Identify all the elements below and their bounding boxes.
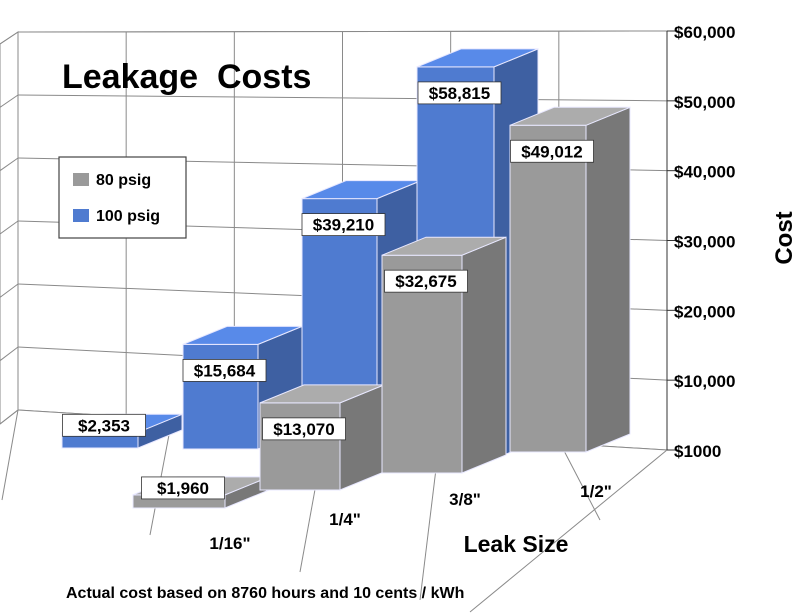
data-label-box [141, 476, 225, 500]
data-label: $49,012 [521, 142, 582, 161]
legend-swatch-80-psig [73, 173, 89, 186]
data-label-box [62, 413, 146, 437]
y-axis-label: Cost [771, 211, 798, 264]
data-label-box [301, 213, 386, 237]
data-label-box [510, 139, 594, 163]
data-label: $58,815 [429, 84, 490, 103]
bar-80psig-front [259, 402, 341, 491]
gridline-side [0, 283, 19, 298]
bar-80psig-top [509, 106, 631, 126]
legend: 80 psig 100 psig [58, 156, 187, 239]
x-tick-label: 1/2" [580, 482, 612, 501]
data-label: $15,684 [194, 361, 256, 380]
gridline-side [0, 31, 19, 45]
bar-80psig-side [461, 236, 507, 474]
y-tick-label: $1000 [674, 442, 721, 461]
chart-title: Leakage Costs [62, 58, 311, 96]
legend-box [58, 156, 187, 239]
chart-subtitle: Actual cost based on 8760 hours and 10 c… [66, 585, 464, 602]
y-axis-ticks: $1000 $10,000 $20,000 $30,000 $40,000 $50,000… [666, 23, 735, 461]
floor [0, 410, 667, 612]
gridline-floor [1, 409, 19, 501]
data-label-box [262, 417, 346, 441]
bar-80psig-front [509, 124, 587, 453]
y-tick-label: $50,000 [674, 93, 735, 112]
legend-label-100-psig: 100 psig [96, 208, 160, 225]
bar-100psig-top [416, 48, 539, 68]
x-axis-label: Leak Size [464, 531, 569, 557]
data-label: $2,353 [78, 416, 130, 435]
gridline-side [0, 409, 19, 425]
legend-label-80-psig: 80 psig [96, 172, 151, 189]
data-label: $39,210 [313, 216, 374, 235]
y-tick-label: $10,000 [674, 372, 735, 391]
legend-swatch-100-psig [73, 209, 89, 222]
x-tick-label: 1/4" [329, 510, 361, 529]
gridline-floor [469, 449, 668, 613]
x-tick-label: 1/16" [209, 534, 250, 553]
x-tick-label: 3/8" [449, 490, 481, 509]
data-label-box [182, 359, 267, 382]
bar-80psig-top [381, 236, 507, 256]
data-label-box [417, 81, 502, 105]
x-axis-ticks: 1/16" 1/4" 3/8" 1/2" [209, 482, 611, 553]
gridline-side [0, 94, 19, 108]
y-tick-label: $60,000 [674, 23, 735, 42]
data-label-box [384, 269, 468, 293]
data-label: $1,960 [157, 479, 209, 498]
gridline-side [0, 220, 19, 235]
data-labels: $2,353 $15,684 $39,210 $58,815 $1,960 $13,070… [62, 81, 594, 500]
y-tick-label: $40,000 [674, 163, 735, 182]
gridline-floor [559, 442, 601, 521]
y-tick-label: $20,000 [674, 302, 735, 321]
gridline-side [0, 346, 19, 362]
data-label: $32,675 [395, 272, 456, 291]
gridline-side [0, 157, 19, 172]
data-label: $13,070 [273, 420, 334, 439]
y-tick-label: $30,000 [674, 233, 735, 252]
